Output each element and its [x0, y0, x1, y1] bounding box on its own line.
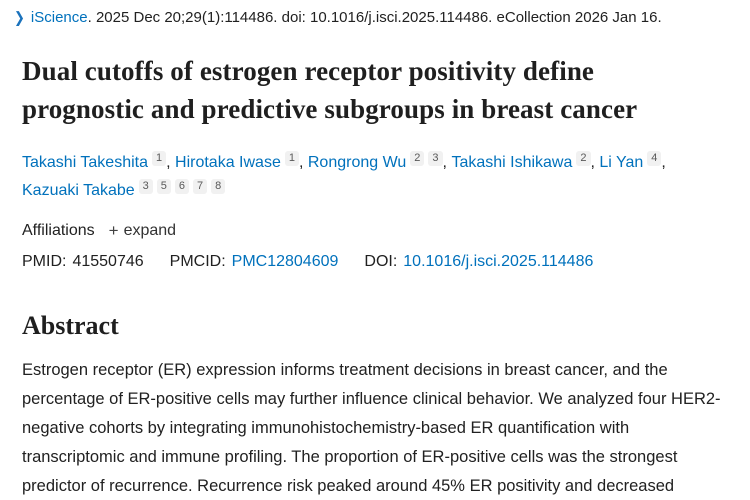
author-affiliation-sup[interactable]: 2 — [576, 151, 591, 166]
author-item: Hirotaka Iwase 1, — [175, 151, 308, 171]
pmcid-item: PMCID: PMC12804609 — [170, 253, 339, 271]
expand-affiliations-button[interactable]: + expand — [109, 221, 176, 241]
author-item: Takashi Ishikawa 2, — [451, 151, 600, 171]
author-separator: , — [298, 154, 308, 171]
author-item: Li Yan 4, — [599, 151, 666, 171]
abstract-text: Estrogen receptor (ER) expression inform… — [22, 361, 721, 495]
author-item: Rongrong Wu 2 3, — [307, 151, 452, 171]
pmid-value: 41550746 — [72, 253, 144, 270]
pmid-label: PMID: — [22, 253, 67, 270]
pmcid-link[interactable]: PMC12804609 — [231, 253, 339, 270]
pmid-item: PMID: 41550746 — [22, 253, 144, 271]
author-link[interactable]: Li Yan — [599, 154, 644, 171]
citation-bar: ❯ iScience. 2025 Dec 20;29(1):114486. do… — [14, 9, 728, 27]
author-separator: , — [166, 154, 176, 171]
doi-link[interactable]: 10.1016/j.isci.2025.114486 — [403, 253, 594, 270]
author-affiliation-sup[interactable]: 8 — [211, 179, 226, 194]
citation-details: . 2025 Dec 20;29(1):114486. doi: 10.1016… — [87, 9, 662, 26]
abstract-heading: Abstract — [22, 311, 119, 340]
author-affiliation-sup[interactable]: 5 — [156, 179, 171, 194]
author-affiliation-sup[interactable]: 1 — [284, 151, 299, 166]
affiliations-row: Affiliations + expand — [22, 221, 728, 241]
doi-label: DOI: — [364, 253, 398, 270]
author-item: Kazuaki Takabe 3 5 6 7 8 — [22, 179, 226, 199]
author-link[interactable]: Hirotaka Iwase — [175, 154, 281, 171]
author-link[interactable]: Kazuaki Takabe — [22, 182, 135, 199]
journal-link[interactable]: iScience — [30, 9, 88, 26]
author-affiliation-sup[interactable]: 4 — [647, 151, 662, 166]
identifiers-row: PMID: 41550746 PMCID: PMC12804609 DOI: 1… — [22, 253, 728, 271]
author-affiliation-sup[interactable]: 1 — [152, 151, 167, 166]
doi-item: DOI: 10.1016/j.isci.2025.114486 — [364, 253, 593, 271]
author-separator: , — [442, 154, 452, 171]
author-item: Takashi Takeshita 1, — [22, 151, 176, 171]
affiliations-label: Affiliations — [22, 222, 95, 239]
author-affiliation-sup[interactable]: 2 — [410, 151, 425, 166]
author-separator: , — [661, 154, 666, 171]
author-link[interactable]: Takashi Ishikawa — [451, 154, 573, 171]
chevron-right-icon[interactable]: ❯ — [14, 8, 25, 27]
author-link[interactable]: Rongrong Wu — [307, 154, 407, 171]
author-affiliation-sup[interactable]: 6 — [174, 179, 190, 194]
article-title: Dual cutoffs of estrogen receptor positi… — [22, 56, 638, 124]
author-link[interactable]: Takashi Takeshita — [22, 154, 148, 171]
author-separator: , — [590, 154, 600, 171]
pmcid-label: PMCID: — [169, 253, 226, 270]
authors-list: Takashi Takeshita 1, Hirotaka Iwase 1, Ron… — [22, 149, 712, 205]
author-affiliation-sup[interactable]: 3 — [138, 179, 153, 194]
citation-text: iScience. 2025 Dec 20;29(1):114486. doi:… — [31, 9, 662, 27]
author-affiliation-sup[interactable]: 7 — [193, 179, 208, 194]
expand-label: expand — [123, 222, 177, 239]
plus-icon: + — [108, 221, 119, 240]
author-affiliation-sup[interactable]: 3 — [428, 151, 443, 166]
